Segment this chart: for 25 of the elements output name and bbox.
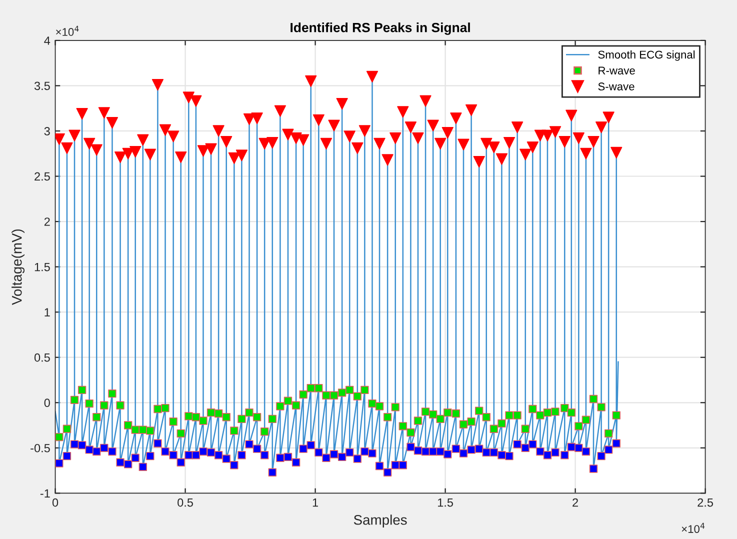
y-tick-label: 1.5 <box>34 262 50 272</box>
legend-label: S-wave <box>598 82 634 90</box>
y-tick-label: 3.5 <box>34 82 50 90</box>
y-tick-label: -0.5 <box>30 444 50 452</box>
y-tick-label: 2.5 <box>34 172 50 181</box>
legend-label: Smooth ECG signal <box>598 50 695 61</box>
y-tick-label: 4 <box>44 36 50 45</box>
x-tick-label: 0 <box>52 498 58 507</box>
chart-title: Identified RS Peaks in Signal <box>290 22 470 35</box>
y-tick-label: -1 <box>40 489 50 498</box>
x-axis-title: Samples <box>354 514 407 528</box>
y-tick-label: 0 <box>44 398 50 408</box>
y-tick-label: 1 <box>44 308 50 316</box>
y-tick-label: 2 <box>44 218 50 226</box>
y-tick-label: 0.5 <box>34 353 50 362</box>
x-tick-label: 1.5 <box>438 498 454 507</box>
y-tick-label: 3 <box>44 127 50 136</box>
x-tick-label: 2.5 <box>698 498 714 507</box>
x-tick-label: 2 <box>572 498 578 507</box>
text: ×10$^{4}$ <box>56 26 79 36</box>
legend-label: R-wave <box>598 66 635 74</box>
text: ×10$^{4}$ <box>682 522 705 533</box>
x-tick-label: 1 <box>312 498 318 507</box>
x-tick-label: 0.5 <box>178 498 193 507</box>
y-axis-title: Voltage(mV) <box>12 229 25 305</box>
